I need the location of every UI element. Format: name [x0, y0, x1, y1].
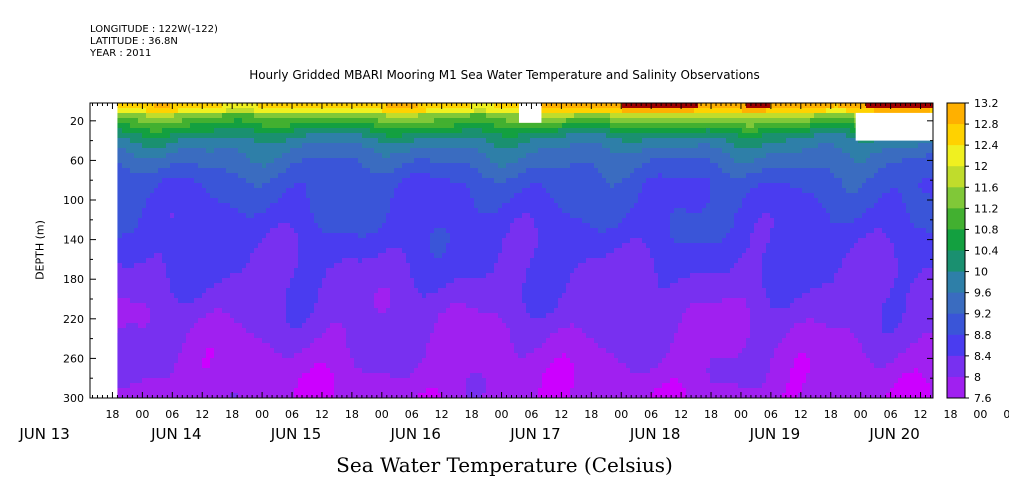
x-day-label: JUN 16 [389, 425, 440, 443]
colorbar-swatch [947, 145, 965, 167]
latitude-label: LATITUDE : 36.8N [90, 36, 178, 47]
x-day-label: JUN 18 [629, 425, 680, 443]
colorbar-swatch [947, 271, 965, 294]
colorbar-swatch [947, 229, 965, 251]
colorbar-label: 8.4 [974, 350, 992, 363]
x-hour-tick-label: 12 [554, 408, 568, 421]
x-hour-tick-label: 18 [584, 408, 598, 421]
colorbar-label: 10.4 [974, 245, 999, 258]
colorbar-swatch [947, 187, 965, 209]
colorbar-swatch [947, 166, 965, 188]
colorbar-swatch [947, 208, 965, 230]
x-hour-tick-label: 06 [1003, 408, 1009, 421]
colorbar-swatch [947, 103, 965, 125]
missing-data-region [90, 103, 118, 398]
x-hour-tick-label: 00 [854, 408, 868, 421]
x-day-label: JUN 13 [18, 425, 69, 443]
y-tick-label: 300 [63, 392, 84, 405]
colorbar-label: 12 [974, 160, 988, 173]
x-hour-tick-label: 00 [734, 408, 748, 421]
x-hour-tick-label: 18 [704, 408, 718, 421]
x-day-label: JUN 14 [150, 425, 201, 443]
x-hour-tick-label: 12 [794, 408, 808, 421]
x-hour-tick-label: 00 [255, 408, 269, 421]
x-hour-tick-label: 18 [345, 408, 359, 421]
colorbar-swatch [947, 313, 965, 336]
plot-title: Hourly Gridded MBARI Mooring M1 Sea Wate… [249, 68, 760, 82]
colorbar-swatch [947, 250, 965, 273]
x-hour-tick-label: 06 [405, 408, 419, 421]
colorbar-swatch [947, 376, 965, 399]
x-hour-tick-label: 12 [674, 408, 688, 421]
x-hour-tick-label: 06 [165, 408, 179, 421]
x-hour-tick-label: 06 [644, 408, 658, 421]
missing-data-region [855, 112, 933, 141]
colorbar-swatch [947, 292, 965, 315]
colorbar-swatch [947, 334, 965, 357]
chart-caption: Sea Water Temperature (Celsius) [336, 453, 673, 477]
x-hour-tick-label: 18 [824, 408, 838, 421]
colorbar-label: 13.2 [974, 97, 999, 110]
x-hour-tick-label: 00 [973, 408, 987, 421]
colorbar-label: 10.8 [974, 223, 999, 236]
x-hour-tick-label: 12 [435, 408, 449, 421]
x-hour-tick-label: 06 [524, 408, 538, 421]
x-hour-tick-label: 06 [285, 408, 299, 421]
x-hour-tick-label: 18 [943, 408, 957, 421]
colorbar-label: 11.2 [974, 202, 999, 215]
x-hour-tick-label: 00 [375, 408, 389, 421]
colorbar-label: 7.6 [974, 392, 992, 405]
colorbar-label: 8 [974, 371, 981, 384]
colorbar-label: 9.6 [974, 287, 992, 300]
x-day-label: JUN 17 [509, 425, 560, 443]
longitude-label: LONGITUDE : 122W(-122) [90, 24, 218, 35]
x-hour-tick-label: 00 [135, 408, 149, 421]
x-hour-tick-label: 12 [315, 408, 329, 421]
x-hour-tick-label: 18 [105, 408, 119, 421]
colorbar-label: 12.4 [974, 139, 999, 152]
colorbar-label: 10 [974, 266, 988, 279]
colorbar-swatch [947, 124, 965, 146]
x-day-label: JUN 15 [270, 425, 321, 443]
y-tick-label: 220 [63, 313, 84, 326]
x-hour-tick-label: 06 [764, 408, 778, 421]
y-tick-label: 100 [63, 194, 84, 207]
x-day-label: JUN 19 [749, 425, 800, 443]
y-tick-label: 60 [70, 154, 84, 167]
colorbar-label: 11.6 [974, 181, 999, 194]
x-hour-tick-label: 06 [884, 408, 898, 421]
missing-data-region [518, 103, 542, 123]
colorbar-label: 8.8 [974, 329, 992, 342]
x-hour-tick-label: 18 [465, 408, 479, 421]
x-hour-tick-label: 12 [195, 408, 209, 421]
location-metadata: LONGITUDE : 122W(-122) LATITUDE : 36.8N … [90, 24, 218, 60]
y-tick-label: 20 [70, 115, 84, 128]
year-label: YEAR : 2011 [90, 48, 152, 59]
y-tick-label: 260 [63, 352, 84, 365]
x-hour-tick-label: 00 [614, 408, 628, 421]
colorbar-label: 9.2 [974, 308, 992, 321]
y-tick-label: 180 [63, 273, 84, 286]
y-tick-label: 140 [63, 234, 84, 247]
x-hour-tick-label: 12 [914, 408, 928, 421]
x-hour-tick-label: 18 [225, 408, 239, 421]
colorbar-swatch [947, 355, 965, 378]
colorbar-label: 12.8 [974, 118, 999, 131]
x-day-label: JUN 20 [868, 425, 919, 443]
x-hour-tick-label: 00 [495, 408, 509, 421]
